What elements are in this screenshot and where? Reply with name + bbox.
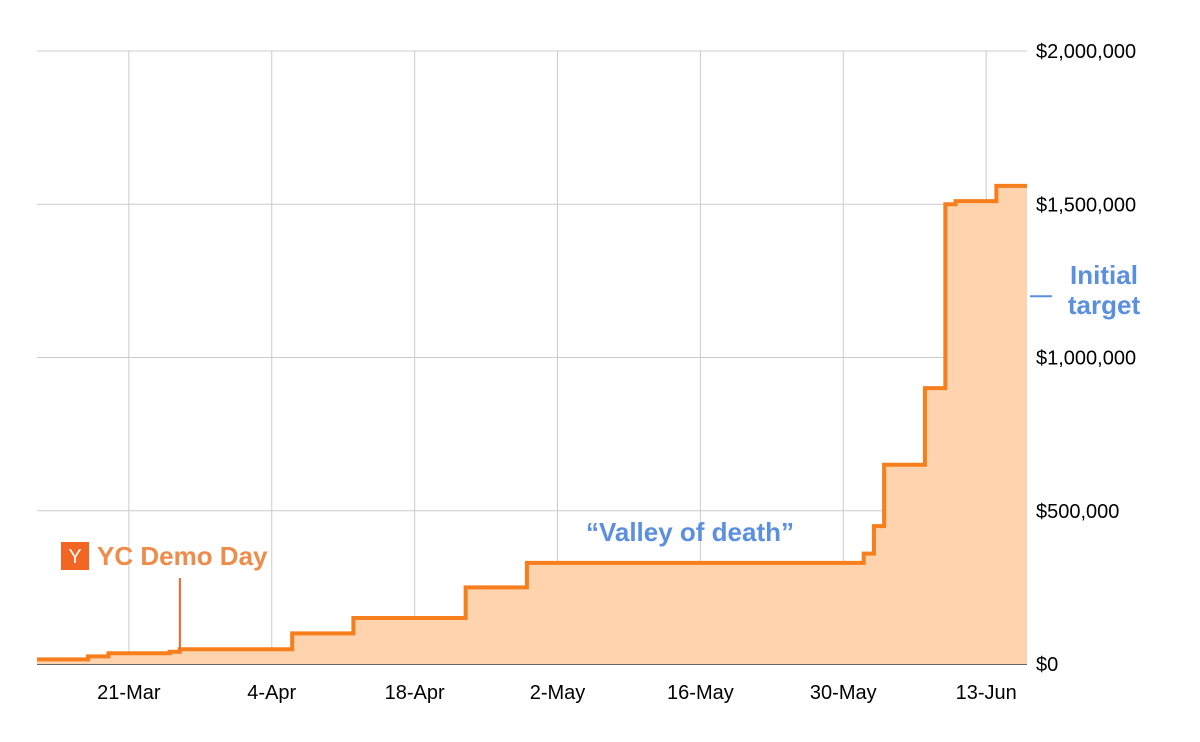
yc-logo-letter: Y bbox=[68, 546, 81, 568]
demo-day-label: YC Demo Day bbox=[97, 541, 268, 571]
y-tick-label: $1,500,000 bbox=[1036, 194, 1136, 216]
x-tick-label: 30-May bbox=[810, 682, 877, 704]
initial-target-label-line1: Initial bbox=[1070, 260, 1138, 290]
funding-area-fill bbox=[37, 185, 1027, 665]
yc-logo-icon bbox=[61, 542, 89, 570]
y-tick-label: $500,000 bbox=[1036, 501, 1119, 523]
x-tick-label: 16-May bbox=[667, 682, 734, 704]
x-tick-label: 18-Apr bbox=[385, 682, 445, 704]
valley-of-death-annotation: “Valley of death” bbox=[586, 517, 794, 547]
y-tick-label: $0 bbox=[1036, 654, 1058, 676]
y-tick-label: $2,000,000 bbox=[1036, 41, 1136, 63]
x-tick-label: 2-May bbox=[530, 682, 586, 704]
valley-of-death-label: “Valley of death” bbox=[586, 517, 794, 547]
funding-step-line bbox=[37, 183, 1027, 662]
yc-demo-day-annotation: Y YC Demo Day bbox=[61, 541, 268, 650]
initial-target-annotation: Initial target bbox=[1030, 260, 1140, 320]
x-tick-label: 4-Apr bbox=[247, 682, 296, 704]
initial-target-label-line2: target bbox=[1068, 290, 1141, 320]
x-axis-ticks: 21-Mar 4-Apr 18-Apr 2-May 16-May 30-May 13-Jun bbox=[97, 682, 1017, 704]
y-axis-ticks: $0 $500,000 $1,000,000 $1,500,000 $2,000,000 bbox=[1036, 41, 1136, 676]
x-tick-label: 13-Jun bbox=[956, 682, 1017, 704]
x-tick-label: 21-Mar bbox=[97, 682, 161, 704]
y-tick-label: $1,000,000 bbox=[1036, 348, 1136, 370]
